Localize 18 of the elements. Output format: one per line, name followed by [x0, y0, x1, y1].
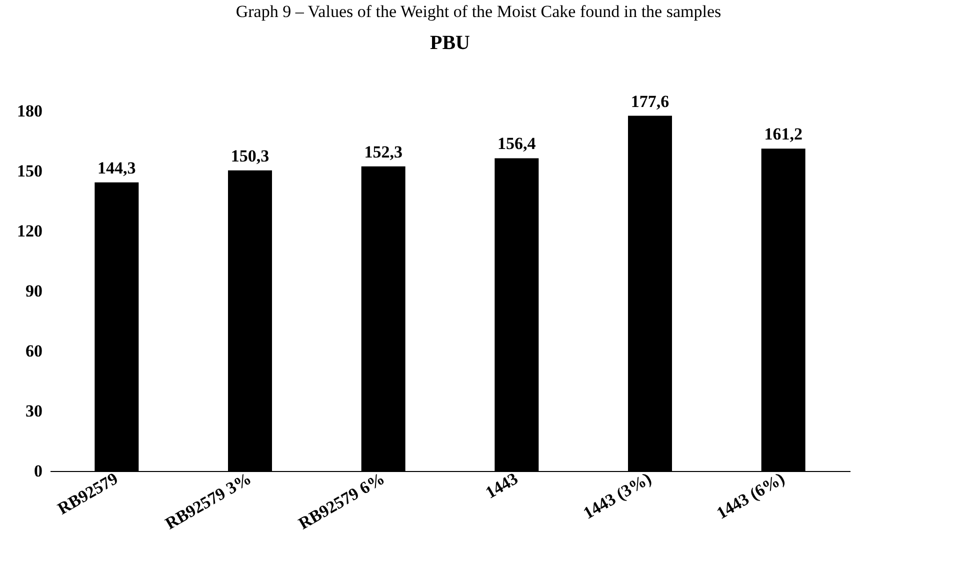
y-tick-label: 150 [17, 162, 42, 180]
data-label: 156,4 [498, 134, 536, 154]
y-tick-label: 30 [26, 402, 42, 420]
y-tick-label: 180 [17, 102, 42, 120]
data-label: 152,3 [364, 142, 402, 162]
chart-subtitle: PBU [430, 32, 470, 54]
chart-title: Graph 9 – Values of the Weight of the Moist Cake found in the samples [234, 2, 722, 22]
data-label: 144,3 [98, 158, 136, 178]
y-tick-label: 120 [17, 222, 42, 240]
x-tick-label: 1443 (6%) [713, 468, 788, 523]
x-tick-label: 1443 (3%) [580, 468, 654, 523]
data-label: 161,2 [764, 124, 802, 144]
y-tick-label: 60 [26, 342, 42, 360]
x-tick-label: 1443 [482, 468, 522, 502]
data-label: 150,3 [230, 146, 270, 166]
y-tick-label: 90 [26, 282, 42, 300]
data-label: 177,6 [630, 92, 670, 111]
y-tick-label: 0 [34, 462, 42, 480]
